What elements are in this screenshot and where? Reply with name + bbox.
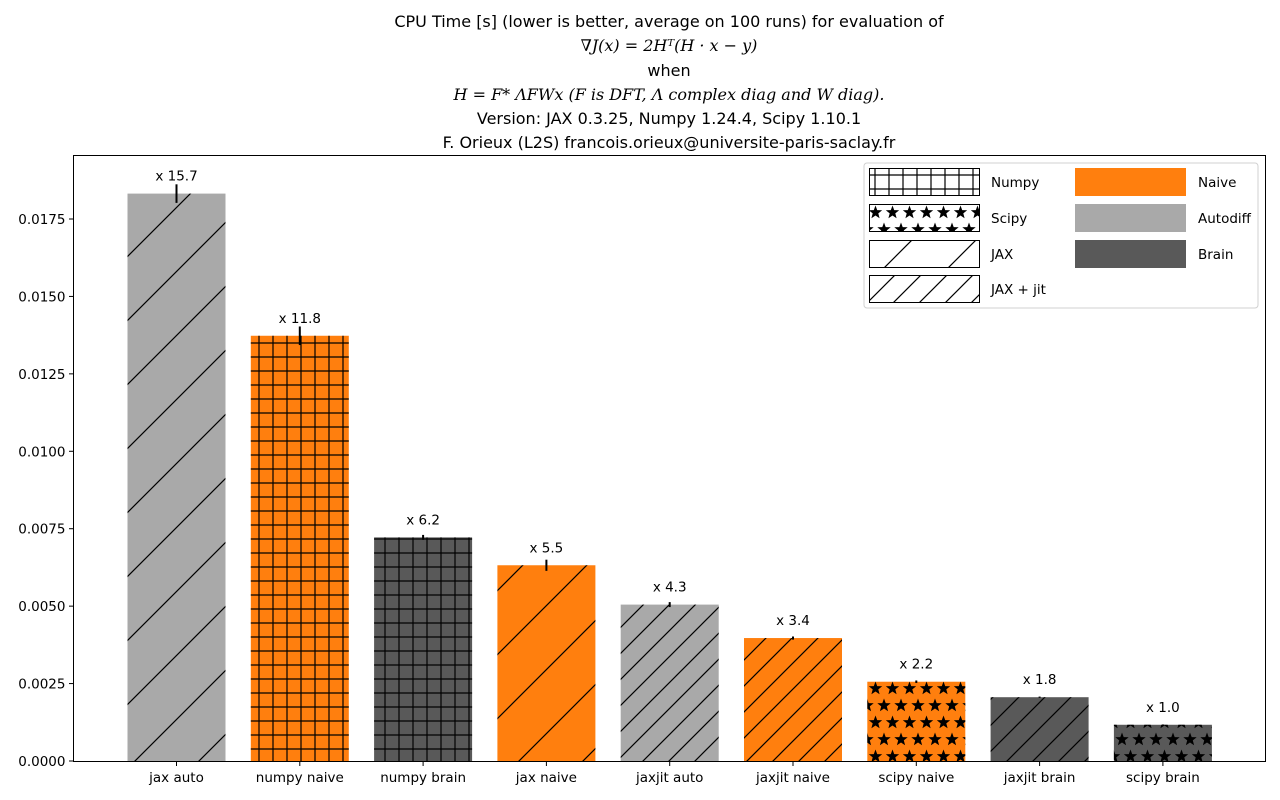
y-axis: 0.0000 0.0025 0.0050 0.0075 0.0100 0.0125 0.01… (18, 212, 74, 770)
legend-swatch-numpy (869, 168, 980, 196)
ratio-label-numpy-naive: x 11.8 (279, 311, 321, 327)
ratio-label-jax-auto: x 15.7 (155, 169, 197, 185)
bars-layer (127, 184, 1212, 762)
legend-swatch-autodiff (1075, 204, 1186, 232)
legend-swatch-jax-jit (869, 275, 980, 303)
title-line-4: H = F* ΛFWx (F is DFT, Λ complex diag an… (453, 84, 885, 104)
x-tick-label-jaxjit-brain: jaxjit brain (1003, 770, 1076, 786)
ratio-labels: x 15.7 x 11.8 x 6.2 x 5.5 x 4.3 x 3.4 x 2.2 x 1… (155, 169, 1179, 716)
x-tick-label-scipy-brain: scipy brain (1126, 770, 1200, 786)
legend-label-jax-jit: JAX + jit (990, 282, 1046, 298)
bar-hatch-jaxjit-auto (620, 604, 719, 761)
y-tick-label: 0.0050 (18, 599, 65, 615)
legend-label-scipy: Scipy (991, 211, 1027, 227)
legend-swatch-naive (1075, 168, 1186, 196)
x-tick-label-numpy-naive: numpy naive (256, 770, 344, 786)
legend-label-numpy: Numpy (991, 175, 1039, 191)
ratio-label-jaxjit-brain: x 1.8 (1023, 672, 1057, 688)
chart-title: CPU Time [s] (lower is better, average o… (0, 10, 1280, 156)
legend-label-autodiff: Autodiff (1198, 211, 1252, 227)
x-tick-label-numpy-brain: numpy brain (380, 770, 466, 786)
legend-label-naive: Naive (1198, 175, 1236, 191)
legend-swatch-scipy (869, 204, 980, 232)
legend-swatch-brain (1075, 240, 1186, 268)
legend-label-jax: JAX (990, 247, 1013, 263)
bar-hatch-scipy-naive (867, 681, 966, 761)
y-tick-label: 0.0175 (18, 212, 65, 228)
legend-swatch-jax (869, 240, 980, 268)
x-tick-label-jax-auto: jax auto (148, 770, 204, 786)
title-line-1: CPU Time [s] (lower is better, average o… (394, 12, 944, 31)
legend: Numpy Scipy JAX JAX + jit Naive Autodiff Brain (863, 162, 1259, 309)
ratio-label-numpy-brain: x 6.2 (406, 512, 440, 528)
title-line-2: ∇J(x) = 2Hᵀ(H · x − y) (580, 36, 758, 56)
legend-label-brain: Brain (1198, 247, 1233, 263)
ratio-label-scipy-naive: x 2.2 (899, 657, 933, 673)
y-tick-label: 0.0075 (18, 522, 65, 538)
title-line-3: when (647, 60, 691, 80)
bar-hatch-numpy-brain (374, 537, 473, 761)
y-tick-label: 0.0150 (18, 289, 65, 305)
y-tick-label: 0.0025 (18, 677, 65, 693)
ratio-label-scipy-brain: x 1.0 (1146, 700, 1180, 716)
x-tick-label-jaxjit-naive: jaxjit naive (755, 770, 830, 786)
x-tick-label-scipy-naive: scipy naive (878, 770, 954, 786)
x-tick-label-jax-naive: jax naive (515, 770, 577, 786)
bar-hatch-jaxjit-brain (990, 697, 1089, 761)
bar-hatch-jax-naive (497, 565, 596, 761)
ratio-label-jaxjit-auto: x 4.3 (653, 580, 687, 596)
x-axis: jax auto numpy naive numpy brain jax naive j… (148, 761, 1200, 786)
bar-hatch-jax-auto (127, 193, 226, 762)
bar-hatch-jaxjit-naive (744, 638, 842, 761)
ratio-label-jaxjit-naive: x 3.4 (776, 613, 810, 629)
x-tick-label-jaxjit-auto: jaxjit auto (635, 770, 703, 786)
legend-box (863, 162, 1259, 309)
title-line-6: F. Orieux (L2S) francois.orieux@universi… (442, 133, 896, 153)
bar-hatch-scipy-brain (1113, 724, 1212, 761)
y-tick-label: 0.0100 (18, 444, 65, 460)
bar-hatch-numpy-naive (250, 335, 349, 761)
title-line-5: Version: JAX 0.3.25, Numpy 1.24.4, Scipy… (476, 109, 862, 129)
y-tick-label: 0.0125 (18, 367, 65, 383)
ratio-label-jax-naive: x 5.5 (530, 540, 564, 556)
y-tick-label: 0.0000 (18, 754, 65, 770)
